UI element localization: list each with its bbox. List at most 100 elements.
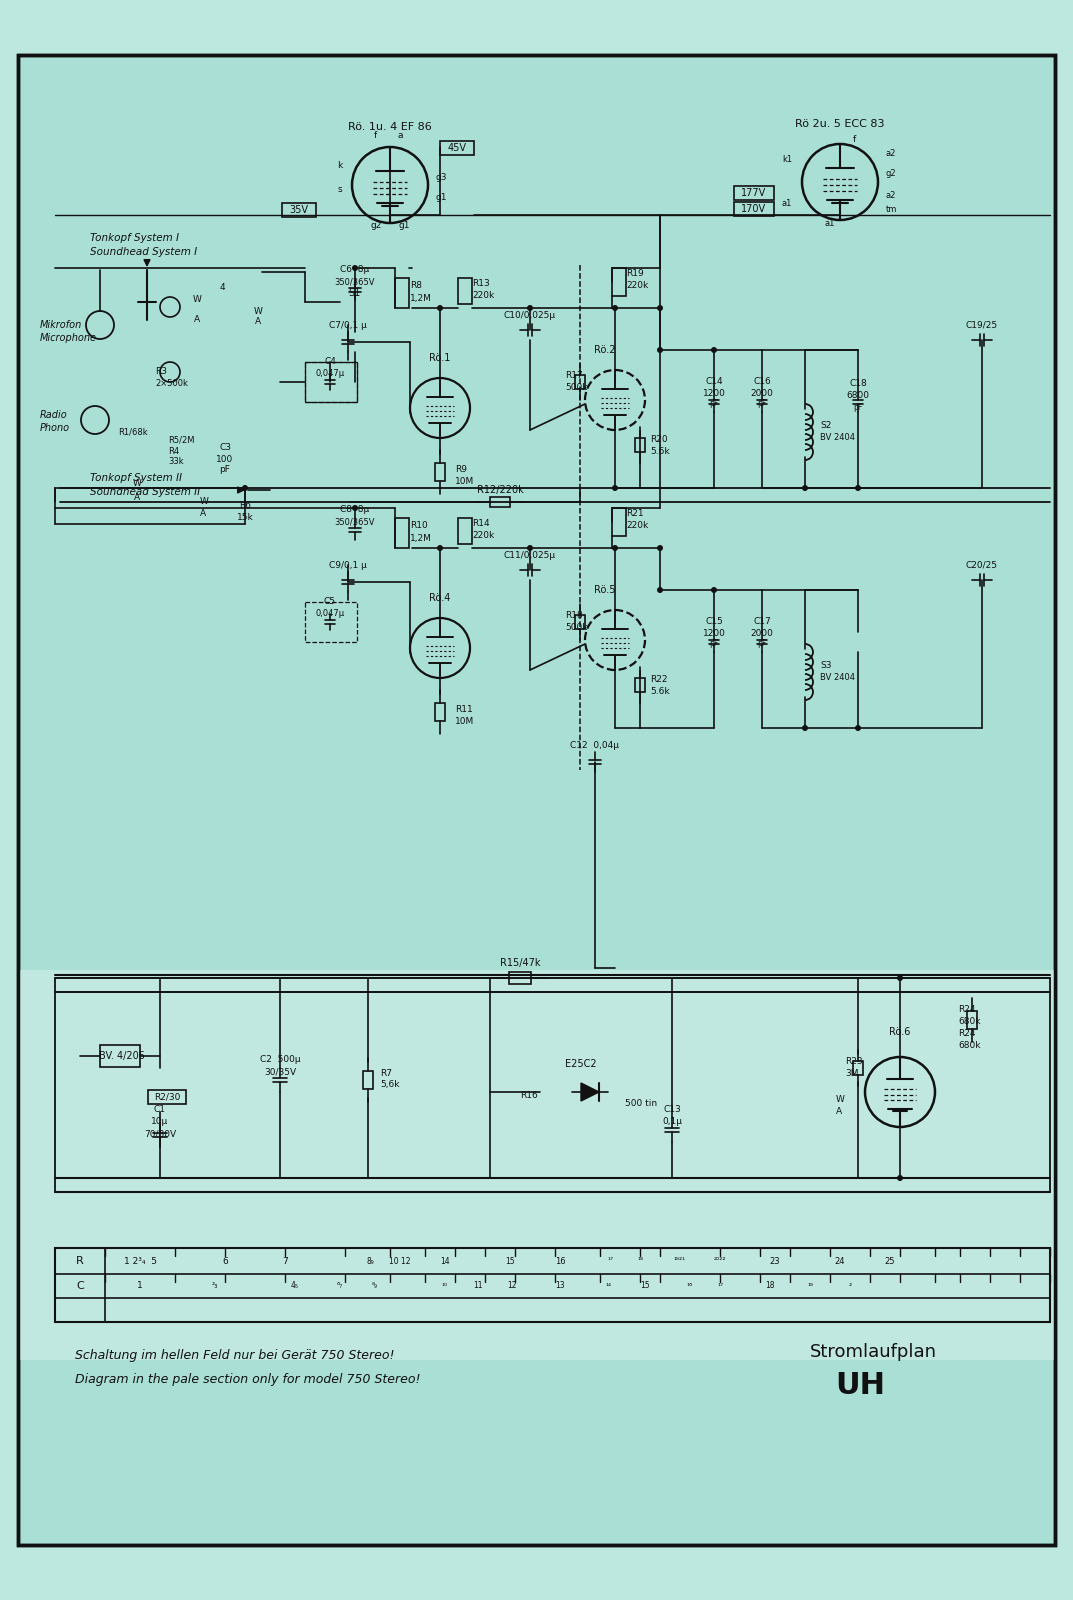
Text: 10 12: 10 12 xyxy=(389,1256,411,1266)
Text: ⁸₉: ⁸₉ xyxy=(372,1282,378,1291)
Text: 2000: 2000 xyxy=(750,389,774,397)
Circle shape xyxy=(352,266,358,270)
Bar xyxy=(440,141,474,155)
Circle shape xyxy=(352,506,358,510)
Text: Soundhead System II: Soundhead System II xyxy=(90,486,201,498)
Circle shape xyxy=(897,974,903,981)
Text: A: A xyxy=(836,1107,842,1117)
Text: 0,1µ: 0,1µ xyxy=(662,1117,682,1126)
Text: BV 2404: BV 2404 xyxy=(820,674,855,683)
Text: 16: 16 xyxy=(555,1256,565,1266)
Text: ²⁰²²: ²⁰²² xyxy=(714,1256,726,1266)
Text: S1: S1 xyxy=(348,288,361,298)
Text: S3: S3 xyxy=(820,661,832,669)
Text: 1,2M: 1,2M xyxy=(410,293,431,302)
Text: C7/0,1 µ: C7/0,1 µ xyxy=(329,320,367,330)
Text: 10µ: 10µ xyxy=(151,1117,168,1126)
Text: ¹⁸: ¹⁸ xyxy=(637,1256,643,1266)
Text: BV. 4/205: BV. 4/205 xyxy=(99,1051,145,1061)
Circle shape xyxy=(802,725,808,731)
Bar xyxy=(305,362,357,402)
Text: R4: R4 xyxy=(168,448,179,456)
Bar xyxy=(490,498,510,507)
Bar xyxy=(148,1090,186,1104)
Bar xyxy=(967,1011,978,1029)
Text: 13: 13 xyxy=(555,1282,564,1291)
Text: k1: k1 xyxy=(782,155,792,165)
Text: a: a xyxy=(397,131,402,139)
Text: R12/220k: R12/220k xyxy=(476,485,524,494)
Bar xyxy=(612,267,626,296)
Text: A: A xyxy=(255,317,261,326)
Text: W: W xyxy=(836,1096,844,1104)
Text: C6  8µ: C6 8µ xyxy=(340,266,369,275)
Circle shape xyxy=(527,306,533,310)
Text: k: k xyxy=(337,160,342,170)
Text: 8₉: 8₉ xyxy=(366,1256,373,1266)
Text: 3M: 3M xyxy=(846,1069,858,1078)
Bar xyxy=(458,278,472,304)
Text: 11: 11 xyxy=(473,1282,483,1291)
Text: 15: 15 xyxy=(505,1256,515,1266)
Text: 7: 7 xyxy=(282,1256,288,1266)
Text: ¹⁷: ¹⁷ xyxy=(607,1256,613,1266)
Text: 15: 15 xyxy=(641,1282,650,1291)
Text: C: C xyxy=(76,1282,84,1291)
Text: R19: R19 xyxy=(626,269,644,277)
Bar xyxy=(305,362,357,402)
Text: ²₃: ²₃ xyxy=(211,1282,218,1291)
Text: W: W xyxy=(200,498,209,507)
Text: tm: tm xyxy=(886,205,897,214)
Text: R9: R9 xyxy=(455,466,467,475)
Bar xyxy=(363,1070,373,1090)
Text: A: A xyxy=(200,509,206,518)
Bar xyxy=(734,186,774,200)
Text: 6: 6 xyxy=(222,1256,227,1266)
Polygon shape xyxy=(580,1083,599,1101)
Text: W: W xyxy=(253,307,263,317)
Text: a2: a2 xyxy=(886,149,896,158)
Text: ¹⁰: ¹⁰ xyxy=(442,1282,449,1291)
Text: ¹⁶: ¹⁶ xyxy=(687,1282,693,1291)
Circle shape xyxy=(897,1174,903,1181)
Bar xyxy=(395,278,409,307)
Text: 177V: 177V xyxy=(741,187,766,198)
Text: 680k: 680k xyxy=(958,1040,981,1050)
Bar xyxy=(55,1248,1050,1322)
Text: R20: R20 xyxy=(650,435,667,445)
Text: UH: UH xyxy=(835,1371,885,1400)
Text: g1: g1 xyxy=(398,221,410,229)
Text: 25: 25 xyxy=(885,1256,895,1266)
Text: Rö.2: Rö.2 xyxy=(594,346,616,355)
Text: W: W xyxy=(133,478,142,488)
Text: C20/25: C20/25 xyxy=(966,560,998,570)
Text: C11/0,025µ: C11/0,025µ xyxy=(504,552,556,560)
Text: 500k: 500k xyxy=(565,382,588,392)
Text: ¹⁹²¹: ¹⁹²¹ xyxy=(674,1256,686,1266)
Text: C10/0,025µ: C10/0,025µ xyxy=(504,312,556,320)
Circle shape xyxy=(657,546,663,550)
Text: 2×500k: 2×500k xyxy=(155,379,188,389)
Bar xyxy=(853,1061,863,1075)
Text: 10M: 10M xyxy=(455,477,474,486)
Text: C3: C3 xyxy=(219,443,231,453)
Circle shape xyxy=(657,347,663,354)
Circle shape xyxy=(657,587,663,594)
Bar xyxy=(435,702,445,722)
Bar xyxy=(612,509,626,536)
Text: C16: C16 xyxy=(753,378,770,387)
Text: A: A xyxy=(134,493,141,501)
Text: 1 2³₄  5: 1 2³₄ 5 xyxy=(123,1256,157,1266)
Text: Diagram in the pale section only for model 750 Stereo!: Diagram in the pale section only for mod… xyxy=(75,1373,421,1387)
Text: R8: R8 xyxy=(410,280,422,290)
Text: R23: R23 xyxy=(846,1058,863,1067)
Circle shape xyxy=(612,546,618,550)
Text: R13: R13 xyxy=(472,278,489,288)
Text: 4: 4 xyxy=(219,283,225,293)
Text: Microphone: Microphone xyxy=(40,333,97,342)
Text: 35V: 35V xyxy=(290,205,309,214)
Text: 70/80V: 70/80V xyxy=(144,1130,176,1139)
Text: ¹⁷: ¹⁷ xyxy=(717,1282,723,1291)
Text: C9/0,1 µ: C9/0,1 µ xyxy=(329,560,367,570)
Bar xyxy=(575,374,585,389)
